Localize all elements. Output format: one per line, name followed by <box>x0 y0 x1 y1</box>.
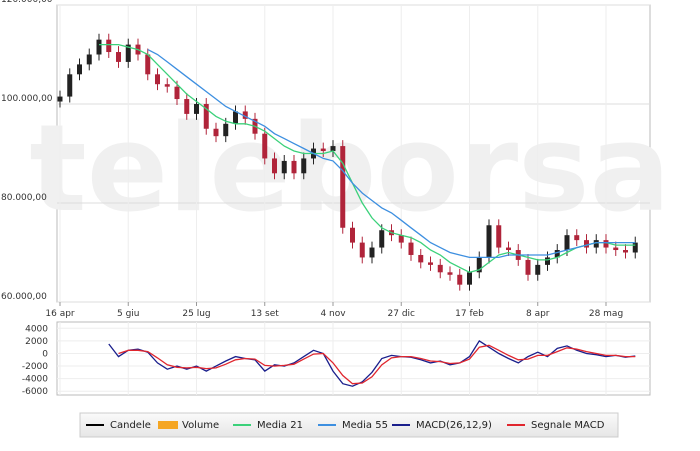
y-tick-label: 80.000,00 <box>1 193 47 203</box>
candle-body <box>574 235 580 241</box>
candle-body <box>350 227 355 243</box>
plot-frame <box>56 4 651 303</box>
candle-body <box>418 254 424 263</box>
macd-frame <box>56 321 651 396</box>
moving-average <box>99 43 636 273</box>
candle-body <box>262 133 268 159</box>
y-tick-label: 120.000,00 <box>1 0 53 5</box>
candle-body <box>408 242 414 255</box>
x-tick-label: 8 apr <box>526 309 550 319</box>
candle-body <box>623 250 628 253</box>
candle-body <box>272 158 277 174</box>
candle-body <box>223 123 229 137</box>
candle-body <box>476 257 482 273</box>
candle-body <box>106 39 112 53</box>
candle-body <box>359 242 365 258</box>
y-tick-label: 0 <box>42 349 48 359</box>
candle-body <box>184 99 190 114</box>
y-tick-label: -4000 <box>22 375 48 385</box>
candle-body <box>145 54 151 75</box>
candle-body <box>164 84 170 87</box>
candle-body <box>525 259 531 275</box>
candle-body <box>242 111 248 119</box>
x-tick-label: 28 mag <box>589 309 623 319</box>
candle-body <box>77 64 82 75</box>
candle-body <box>486 225 492 258</box>
candle-body <box>535 264 541 275</box>
candle-body <box>57 96 63 102</box>
candle-body <box>603 240 609 248</box>
candle-body <box>67 74 73 97</box>
legend-label: Segnale MACD <box>531 420 605 431</box>
candle-body <box>233 111 238 124</box>
candle-body <box>213 128 219 137</box>
legend-swatch <box>158 421 178 429</box>
candle-body <box>281 160 287 174</box>
candle-body <box>301 158 307 174</box>
candle-body <box>86 54 92 65</box>
candle-body <box>554 250 560 258</box>
candle-body <box>96 39 102 55</box>
candle-body <box>467 272 472 285</box>
x-tick-label: 17 feb <box>455 309 484 319</box>
legend-label: Volume <box>182 420 219 431</box>
y-tick-label: -2000 <box>22 362 48 372</box>
candle-body <box>116 52 121 62</box>
candle-body <box>398 235 404 243</box>
moving-average <box>147 49 636 259</box>
candle-body <box>564 235 570 251</box>
candle-body <box>584 240 589 248</box>
y-tick-label: -6000 <box>22 387 48 397</box>
macd-line <box>118 344 636 385</box>
x-tick-label: 16 apr <box>45 309 75 319</box>
candle-body <box>291 160 297 174</box>
candle-body <box>457 274 463 285</box>
candle-body <box>632 242 638 253</box>
x-tick-label: 4 nov <box>320 309 346 319</box>
candle-body <box>340 146 346 228</box>
candle-body <box>379 230 385 248</box>
candle-body <box>155 74 160 85</box>
legend-label: Media 21 <box>257 420 303 431</box>
candle-body <box>194 104 199 114</box>
candle-body <box>613 247 619 251</box>
candle-body <box>506 247 511 251</box>
candle-body <box>428 262 433 265</box>
candle-body <box>369 247 375 258</box>
candle-body <box>330 146 336 152</box>
candle-body <box>203 104 209 129</box>
x-tick-label: 27 dic <box>388 309 416 319</box>
legend-label: Candele <box>110 420 151 431</box>
macd-line <box>108 339 636 387</box>
legend-label: MACD(26,12,9) <box>416 420 492 431</box>
y-tick-label: 60.000,00 <box>1 292 47 302</box>
candle-body <box>545 257 550 265</box>
candle-body <box>174 86 180 100</box>
y-tick-label: 100.000,00 <box>1 94 53 104</box>
candle-body <box>496 225 502 248</box>
candle-body <box>320 148 326 152</box>
legend-label: Media 55 <box>342 420 388 431</box>
candle-body <box>447 272 453 275</box>
candle-body <box>437 264 443 273</box>
x-tick-label: 13 set <box>251 309 280 319</box>
x-tick-label: 25 lug <box>182 309 210 319</box>
candle-body <box>125 44 131 62</box>
x-tick-label: 5 giu <box>117 309 140 319</box>
y-tick-label: 4000 <box>25 324 48 334</box>
y-tick-label: 2000 <box>25 337 48 347</box>
candle-body <box>593 240 599 248</box>
watermark: teleborsa <box>29 100 670 239</box>
